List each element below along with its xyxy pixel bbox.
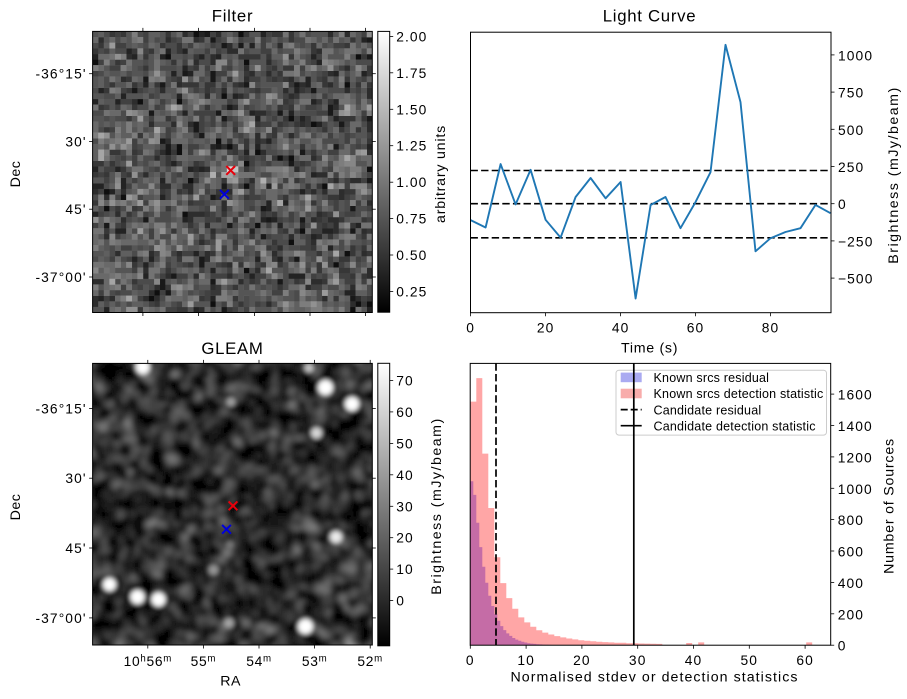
- svg-text:200: 200: [838, 607, 864, 622]
- svg-text:80: 80: [762, 321, 780, 336]
- svg-text:RA: RA: [220, 674, 241, 690]
- svg-text:1000: 1000: [838, 482, 873, 497]
- svg-text:Dec: Dec: [8, 161, 24, 188]
- svg-text:1.75: 1.75: [396, 66, 427, 81]
- svg-text:1.00: 1.00: [396, 175, 427, 190]
- svg-text:70: 70: [396, 374, 414, 389]
- svg-text:0.50: 0.50: [396, 248, 427, 263]
- svg-text:30': 30': [65, 471, 86, 486]
- svg-text:−250: −250: [838, 234, 873, 249]
- svg-text:10: 10: [517, 653, 535, 668]
- svg-text:0.75: 0.75: [396, 212, 427, 227]
- svg-text:45': 45': [65, 202, 86, 217]
- svg-text:50: 50: [396, 436, 414, 451]
- svg-text:0: 0: [838, 197, 847, 212]
- svg-text:-37°00': -37°00': [35, 611, 86, 626]
- svg-text:20: 20: [537, 321, 555, 336]
- svg-text:50: 50: [741, 653, 759, 668]
- svg-text:250: 250: [838, 160, 864, 175]
- svg-text:Candidate residual: Candidate residual: [654, 403, 762, 417]
- svg-text:-36°15': -36°15': [35, 67, 86, 82]
- svg-text:Known srcs detection statistic: Known srcs detection statistic: [654, 387, 824, 401]
- svg-text:-37°00': -37°00': [35, 270, 86, 285]
- svg-text:Known srcs residual: Known srcs residual: [654, 371, 770, 385]
- svg-text:Filter: Filter: [212, 7, 254, 26]
- svg-text:GLEAM: GLEAM: [201, 339, 263, 358]
- svg-text:1.25: 1.25: [396, 139, 427, 154]
- svg-text:40: 40: [685, 653, 703, 668]
- svg-text:1600: 1600: [838, 388, 873, 403]
- svg-text:400: 400: [838, 576, 864, 591]
- svg-text:Time (s): Time (s): [621, 341, 678, 357]
- svg-text:30': 30': [65, 134, 86, 149]
- svg-text:1400: 1400: [838, 419, 873, 434]
- svg-text:1.50: 1.50: [396, 102, 427, 117]
- svg-text:0: 0: [838, 639, 847, 654]
- svg-text:1200: 1200: [838, 450, 873, 465]
- svg-text:−500: −500: [838, 272, 873, 287]
- svg-text:750: 750: [838, 86, 864, 101]
- svg-text:10h56m: 10h56m: [124, 653, 172, 669]
- svg-text:45': 45': [65, 541, 86, 556]
- svg-text:0.25: 0.25: [396, 285, 427, 300]
- svg-text:10: 10: [396, 562, 414, 577]
- svg-text:600: 600: [838, 545, 864, 560]
- svg-text:Light Curve: Light Curve: [603, 7, 697, 26]
- svg-text:Number of Sources: Number of Sources: [882, 438, 898, 574]
- svg-text:Brightness (mJy/beam): Brightness (mJy/beam): [429, 417, 445, 594]
- svg-text:Candidate detection statistic: Candidate detection statistic: [654, 419, 816, 433]
- svg-text:60: 60: [396, 405, 414, 420]
- svg-text:30: 30: [629, 653, 647, 668]
- svg-text:0: 0: [466, 653, 475, 668]
- svg-text:30: 30: [396, 499, 414, 514]
- svg-text:40: 40: [396, 468, 414, 483]
- svg-text:40: 40: [612, 321, 630, 336]
- svg-text:20: 20: [396, 531, 414, 546]
- svg-text:800: 800: [838, 513, 864, 528]
- svg-text:60: 60: [796, 653, 814, 668]
- svg-text:20: 20: [573, 653, 591, 668]
- svg-text:Brightness (mJy/beam): Brightness (mJy/beam): [886, 86, 902, 263]
- svg-text:Dec: Dec: [8, 494, 24, 521]
- svg-text:1000: 1000: [838, 48, 873, 63]
- svg-text:Normalised stdev or detection: Normalised stdev or detection statistics: [510, 670, 798, 686]
- svg-text:2.00: 2.00: [396, 29, 427, 44]
- svg-text:500: 500: [838, 123, 864, 138]
- svg-text:-36°15': -36°15': [35, 401, 86, 416]
- svg-text:arbitrary units: arbitrary units: [433, 125, 449, 223]
- svg-text:0: 0: [466, 321, 475, 336]
- svg-text:0: 0: [396, 594, 405, 609]
- svg-text:60: 60: [687, 321, 705, 336]
